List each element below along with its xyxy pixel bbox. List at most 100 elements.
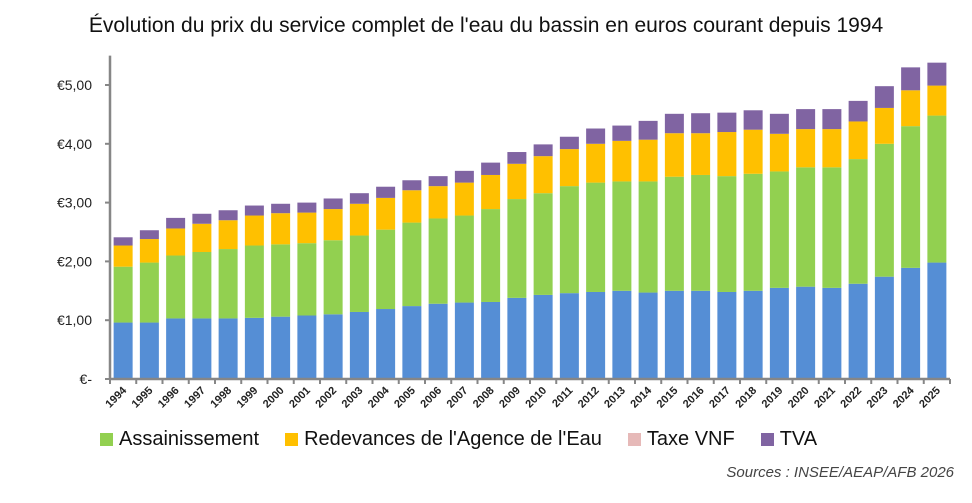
bar-segment-2002-2 xyxy=(323,209,343,241)
x-tick-label: 2024 xyxy=(891,384,917,410)
bar-segment-2001-0 xyxy=(297,315,317,379)
legend-item-assainissement: Assainissement xyxy=(100,428,259,451)
bar-segment-2008-1 xyxy=(481,209,501,302)
bar-segment-2009-2 xyxy=(507,163,527,200)
bar-segment-1999-0 xyxy=(244,317,264,379)
bar-segment-1994-0 xyxy=(113,322,133,379)
bar-segment-2021-1 xyxy=(822,167,842,288)
legend-label: Taxe VNF xyxy=(646,428,735,450)
x-tick-label: 2017 xyxy=(707,385,733,411)
bar-segment-2018-0 xyxy=(743,290,763,379)
bar-segment-2015-2 xyxy=(664,133,684,177)
bar-segment-2019-0 xyxy=(769,287,789,379)
bar-segment-2017-0 xyxy=(717,291,737,379)
bar-segment-2010-1 xyxy=(533,193,553,295)
bar-segment-2001-4 xyxy=(297,202,317,213)
bar-segment-2020-4 xyxy=(796,109,816,130)
x-tick-label: 1995 xyxy=(130,385,156,411)
x-tick-label: 2019 xyxy=(760,385,786,411)
bar-segment-2023-1 xyxy=(874,143,894,277)
bar-segment-2012-4 xyxy=(586,128,606,144)
legend: Assainissement Redevances de l'Agence de… xyxy=(100,428,843,451)
bar-segment-1999-2 xyxy=(244,215,264,246)
bar-segment-2003-2 xyxy=(349,203,369,236)
y-tick-label: €4,00 xyxy=(57,136,92,152)
bar-segment-2006-4 xyxy=(428,176,448,187)
bar-segment-2003-1 xyxy=(349,235,369,312)
bar-segment-2025-2 xyxy=(927,85,947,116)
bar-segment-2013-0 xyxy=(612,290,632,379)
x-tick-label: 2012 xyxy=(576,385,602,411)
bar-segment-2023-2 xyxy=(874,107,894,144)
legend-swatch xyxy=(760,433,774,446)
legend-item-taxe-vnf: Taxe VNF xyxy=(627,428,735,451)
bar-segment-1997-2 xyxy=(192,223,212,252)
bar-segment-2015-1 xyxy=(664,176,684,291)
bar-segment-2012-2 xyxy=(586,143,606,183)
chart-title: Évolution du prix du service complet de … xyxy=(88,14,884,37)
bar-segment-2024-4 xyxy=(901,67,921,91)
x-tick-label: 2022 xyxy=(838,385,864,411)
legend-swatch xyxy=(285,433,299,446)
legend-item-tva: TVA xyxy=(760,428,818,451)
bar-segment-1997-0 xyxy=(192,318,212,379)
bar-segment-2004-4 xyxy=(376,186,396,198)
bar-segment-2008-0 xyxy=(481,301,501,379)
bar-segment-2014-2 xyxy=(638,139,658,182)
bar-segment-1995-4 xyxy=(139,230,159,240)
bar-segment-2015-0 xyxy=(664,290,684,379)
bar-segment-1998-1 xyxy=(218,249,238,319)
x-tick-label: 2005 xyxy=(392,385,418,411)
legend-item-redevances: Redevances de l'Agence de l'Eau xyxy=(285,428,602,451)
x-tick-label: 2015 xyxy=(655,385,681,411)
x-tick-label: 2007 xyxy=(445,385,471,411)
bar-segment-1996-0 xyxy=(166,318,186,379)
bar-segment-1998-0 xyxy=(218,318,238,379)
bar-segment-2020-2 xyxy=(796,129,816,168)
x-tick-label: 2013 xyxy=(602,385,628,411)
bar-segment-2016-2 xyxy=(691,133,711,175)
bar-segment-2008-4 xyxy=(481,162,501,175)
x-tick-label: 2000 xyxy=(261,385,287,411)
bar-segment-2019-4 xyxy=(769,113,789,134)
bar-segment-2017-1 xyxy=(717,176,737,292)
x-tick-label: 2025 xyxy=(917,385,943,411)
bar-segment-2012-1 xyxy=(586,182,606,292)
bar-segment-1999-1 xyxy=(244,245,264,318)
bar-segment-2002-4 xyxy=(323,198,343,210)
bar-segment-2016-4 xyxy=(691,113,711,134)
bar-segment-2003-4 xyxy=(349,193,369,204)
bar-segment-2010-4 xyxy=(533,144,553,157)
bar-segment-2000-4 xyxy=(271,203,291,214)
bar-segment-2014-4 xyxy=(638,120,658,140)
x-tick-label: 2001 xyxy=(287,385,313,411)
bar-segment-1997-1 xyxy=(192,251,212,319)
y-tick-label: €- xyxy=(80,371,93,387)
bar-segment-2011-0 xyxy=(559,293,579,379)
bar-segment-2005-4 xyxy=(402,180,422,191)
bar-segment-2021-2 xyxy=(822,129,842,168)
bar-segment-2021-4 xyxy=(822,109,842,130)
bar-segment-1998-4 xyxy=(218,210,238,221)
bar-segment-2004-1 xyxy=(376,229,396,310)
bar-segment-1996-1 xyxy=(166,255,186,319)
bar-segment-2005-0 xyxy=(402,306,422,379)
bar-segment-2005-1 xyxy=(402,222,422,307)
bar-segment-2018-1 xyxy=(743,173,763,291)
bar-segment-2010-0 xyxy=(533,294,553,379)
bar-segment-2011-2 xyxy=(559,149,579,187)
bar-segment-1998-2 xyxy=(218,220,238,250)
x-tick-label: 2016 xyxy=(681,385,707,411)
bar-segment-2011-1 xyxy=(559,186,579,294)
bar-segment-2006-1 xyxy=(428,218,448,304)
bar-segment-2008-2 xyxy=(481,174,501,210)
x-tick-label: 1998 xyxy=(208,385,234,411)
bar-segment-2006-2 xyxy=(428,186,448,219)
bar-segment-2025-1 xyxy=(927,115,947,263)
bar-segment-2023-0 xyxy=(874,276,894,379)
legend-label: TVA xyxy=(779,428,818,450)
bar-segment-2018-2 xyxy=(743,129,763,174)
bar-segment-2003-0 xyxy=(349,311,369,379)
bar-segment-1994-1 xyxy=(113,266,133,323)
legend-label: Redevances de l'Agence de l'Eau xyxy=(304,428,602,450)
